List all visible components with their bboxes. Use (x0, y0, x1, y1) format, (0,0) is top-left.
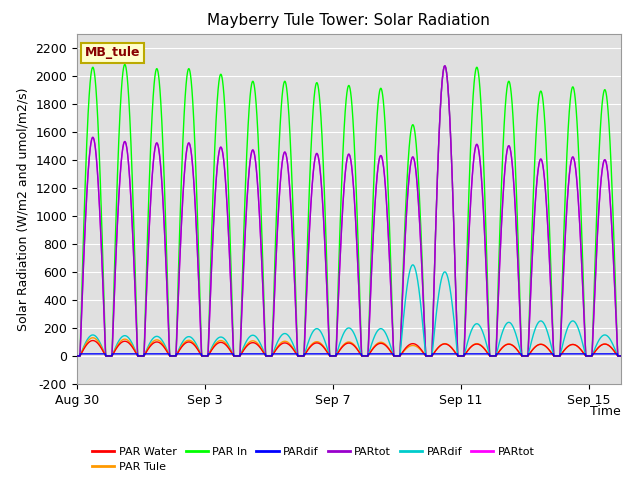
Y-axis label: Solar Radiation (W/m2 and umol/m2/s): Solar Radiation (W/m2 and umol/m2/s) (17, 87, 29, 331)
Text: MB_tule: MB_tule (85, 47, 140, 60)
X-axis label: Time: Time (590, 405, 621, 418)
Legend: PAR Water, PAR Tule, PAR In, PARdif, PARtot, PARdif, PARtot: PAR Water, PAR Tule, PAR In, PARdif, PAR… (88, 442, 540, 477)
Title: Mayberry Tule Tower: Solar Radiation: Mayberry Tule Tower: Solar Radiation (207, 13, 490, 28)
